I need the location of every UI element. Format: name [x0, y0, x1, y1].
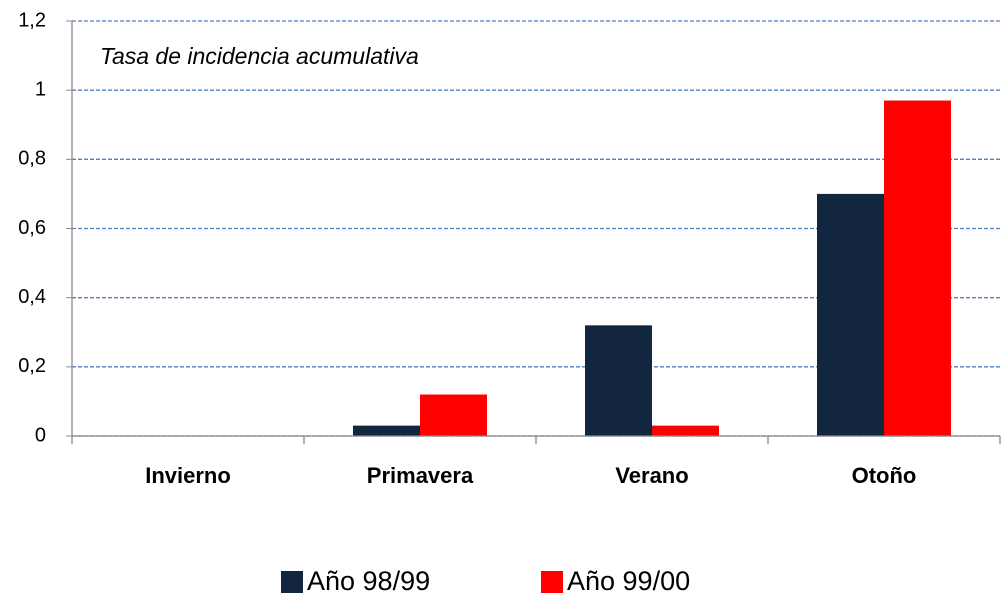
bar — [817, 193, 884, 436]
x-tick-label: Invierno — [145, 463, 231, 488]
bar — [353, 425, 420, 436]
y-tick-label: 1,2 — [18, 9, 46, 31]
legend-label: Año 98/99 — [307, 566, 430, 596]
y-tick-label: 0,6 — [18, 217, 46, 239]
y-tick-label: 1 — [35, 78, 46, 100]
y-tick-label: 0 — [35, 424, 46, 446]
x-tick-label: Primavera — [367, 463, 474, 488]
bar — [585, 325, 652, 436]
x-tick-label: Verano — [615, 463, 688, 488]
legend-label: Año 99/00 — [567, 566, 690, 596]
legend-swatch — [281, 571, 303, 593]
y-tick-label: 0,4 — [18, 286, 46, 308]
legend-swatch — [541, 571, 563, 593]
y-tick-label: 0,8 — [18, 148, 46, 170]
x-tick-label: Otoño — [852, 463, 917, 488]
annotation: Tasa de incidencia acumulativa — [100, 43, 419, 69]
y-tick-label: 0,2 — [18, 355, 46, 377]
bar — [884, 100, 951, 437]
bar — [652, 425, 719, 436]
bar — [420, 394, 487, 436]
